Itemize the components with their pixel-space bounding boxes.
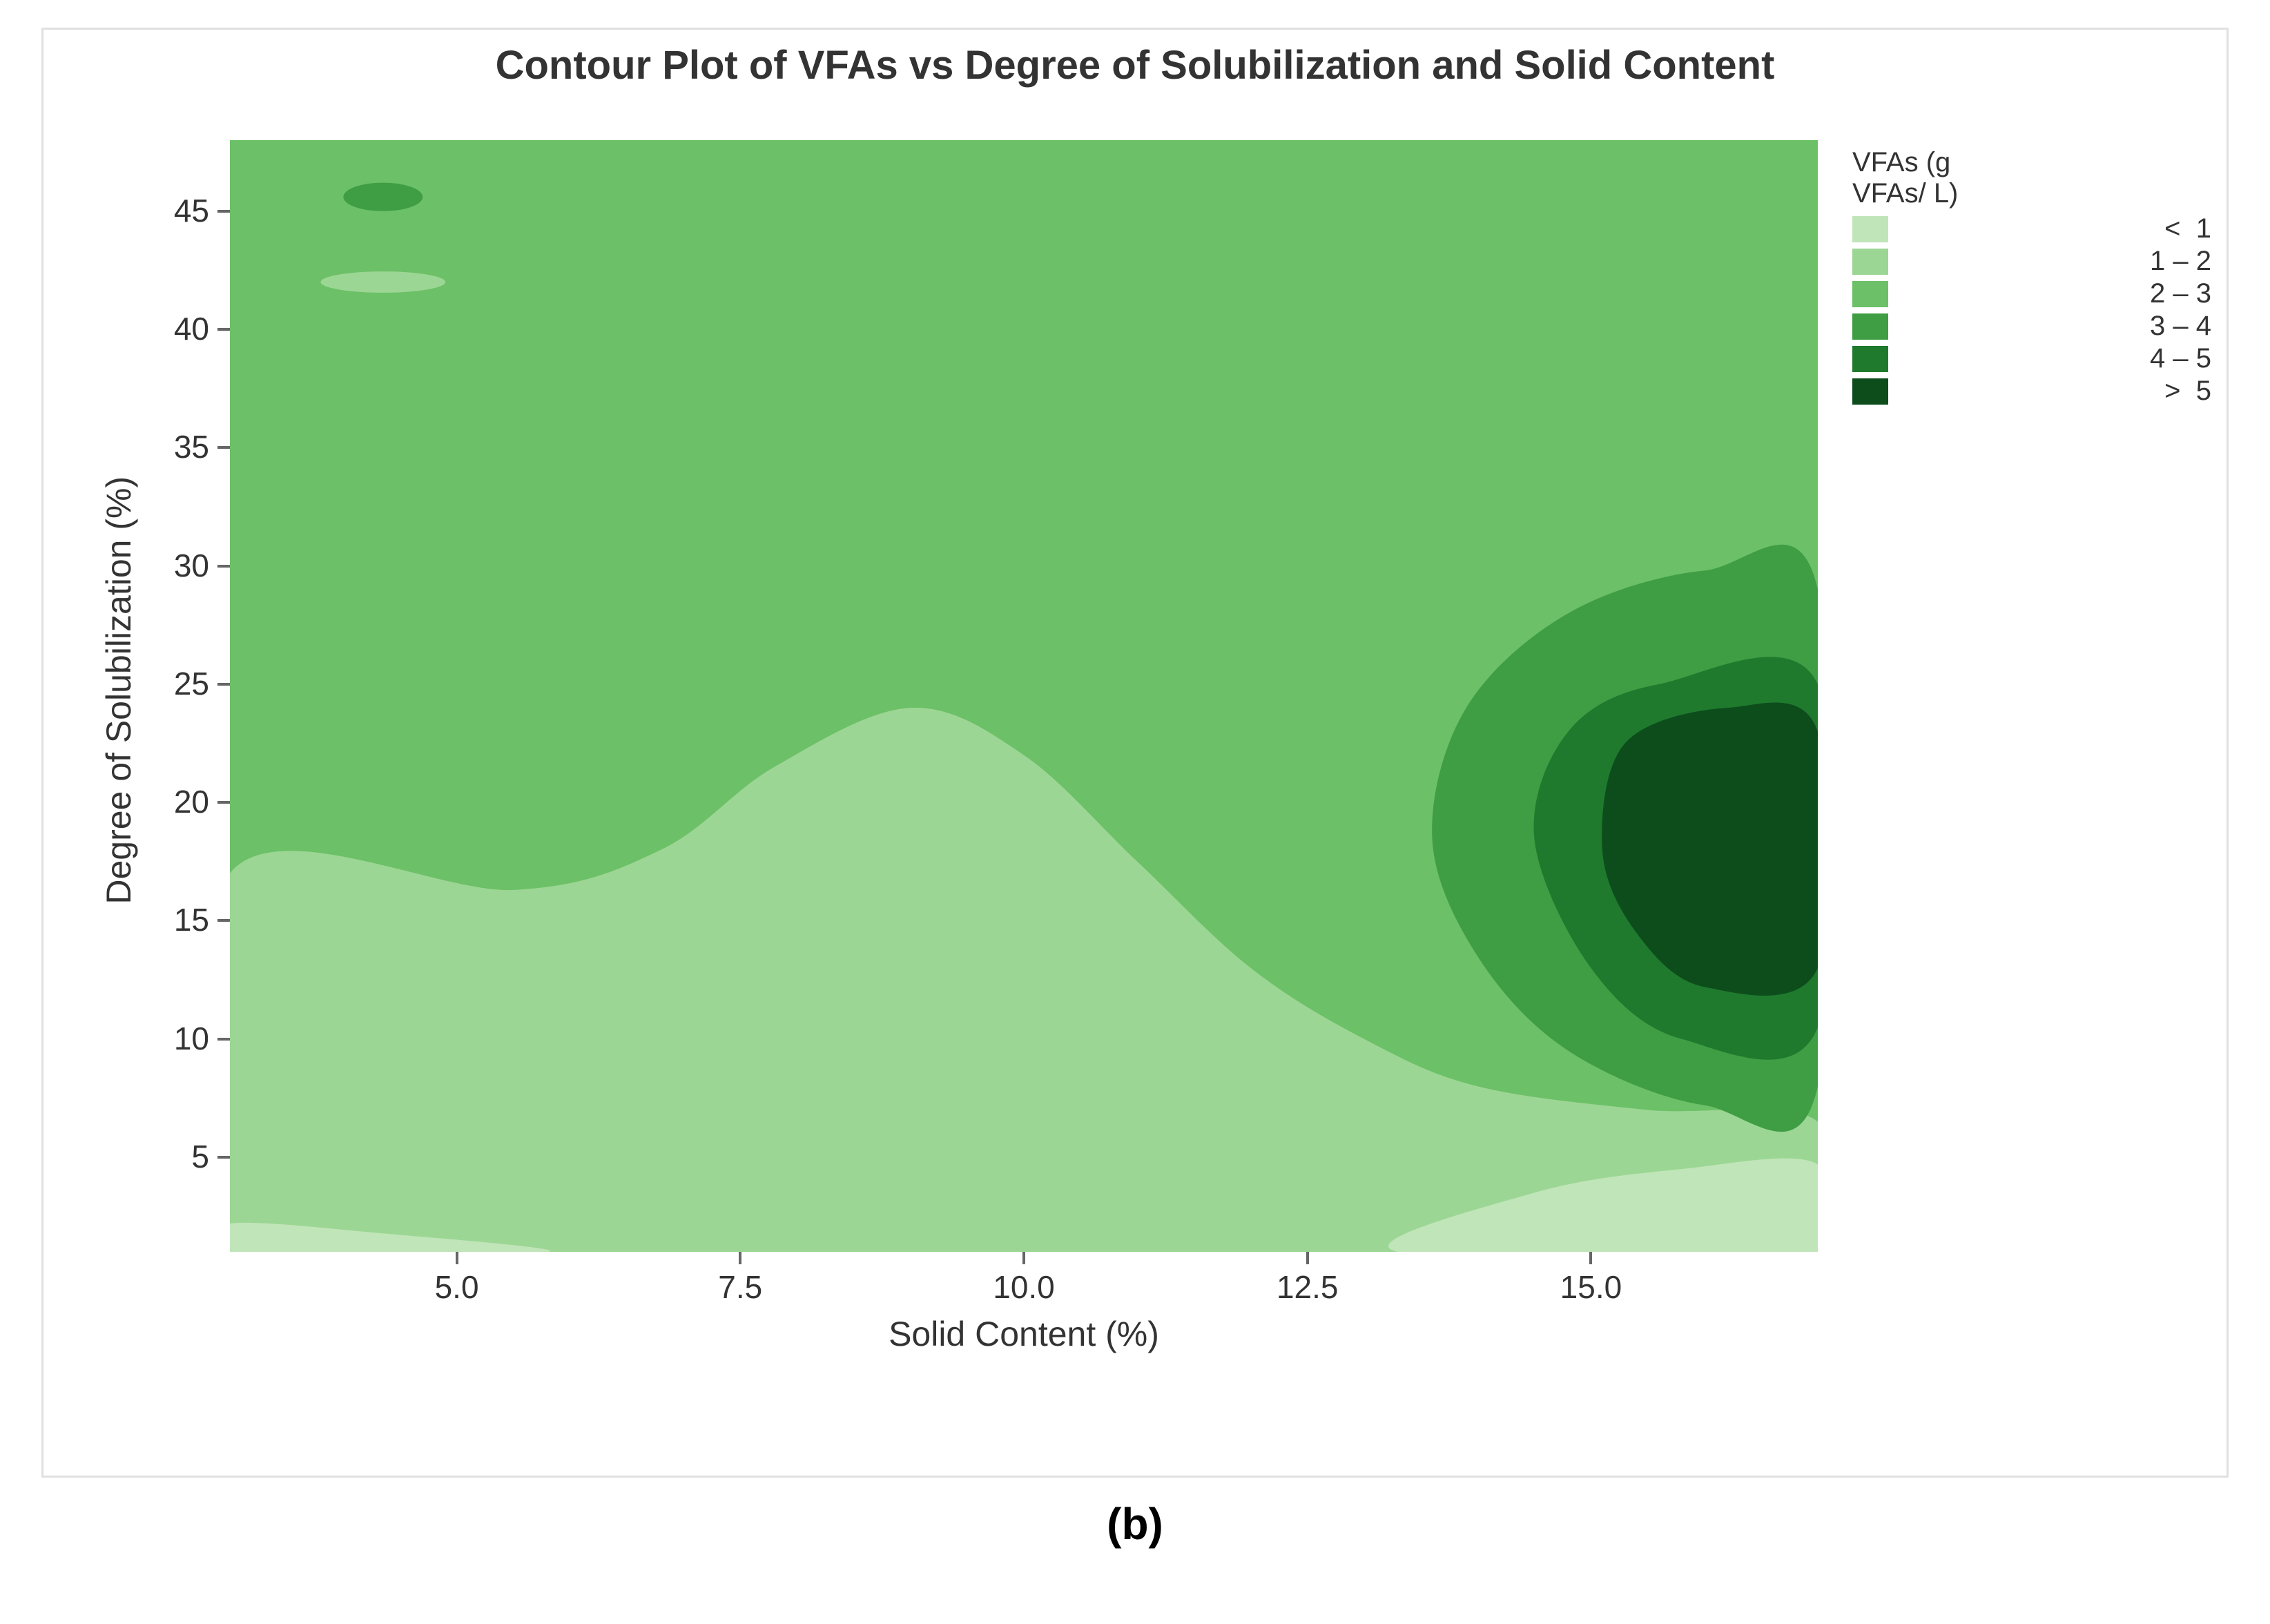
y-tick-label: 45 <box>147 192 209 229</box>
y-tick-label: 20 <box>147 783 209 820</box>
legend-label: 3 – 4 <box>1899 311 2211 342</box>
y-tick-label: 25 <box>147 665 209 702</box>
legend-items: < 11 – 22 – 33 – 44 – 5> 5 <box>1852 213 2211 407</box>
y-tick-mark <box>217 1156 230 1159</box>
legend-swatch <box>1852 249 1888 275</box>
figure-container: Contour Plot of VFAs vs Degree of Solubi… <box>0 0 2270 1624</box>
y-axis-label: Degree of Solubilization (%) <box>99 329 139 1052</box>
legend-swatch <box>1852 346 1888 372</box>
y-tick-mark <box>217 446 230 449</box>
legend-swatch <box>1852 216 1888 242</box>
x-tick-mark <box>739 1252 741 1264</box>
chart-frame: Contour Plot of VFAs vs Degree of Solubi… <box>41 28 2229 1478</box>
legend-swatch <box>1852 281 1888 307</box>
plot-area <box>230 140 1818 1252</box>
x-tick-label: 10.0 <box>986 1268 1062 1306</box>
legend-label: > 5 <box>1899 376 2211 407</box>
chart-title: Contour Plot of VFAs vs Degree of Solubi… <box>43 42 2227 88</box>
y-tick-mark <box>217 801 230 804</box>
y-tick-label: 40 <box>147 310 209 347</box>
y-tick-mark <box>217 683 230 686</box>
x-tick-mark <box>1022 1252 1025 1264</box>
y-tick-mark <box>217 328 230 331</box>
y-tick-mark <box>217 919 230 922</box>
y-tick-label: 35 <box>147 428 209 465</box>
legend-swatch <box>1852 378 1888 405</box>
legend-item: 2 – 3 <box>1852 278 2211 309</box>
x-tick-mark <box>1589 1252 1592 1264</box>
legend-item: 1 – 2 <box>1852 246 2211 277</box>
legend-item: < 1 <box>1852 213 2211 244</box>
y-tick-label: 10 <box>147 1020 209 1057</box>
contour-svg <box>230 140 1818 1252</box>
legend-title: VFAs (g VFAs/ L) <box>1852 147 2211 209</box>
y-tick-mark <box>217 1038 230 1041</box>
y-tick-label: 15 <box>147 901 209 938</box>
legend-swatch <box>1852 313 1888 340</box>
x-tick-mark <box>1306 1252 1309 1264</box>
x-axis-label: Solid Content (%) <box>230 1314 1818 1354</box>
x-tick-label: 7.5 <box>702 1268 778 1306</box>
legend-item: > 5 <box>1852 376 2211 407</box>
legend: VFAs (g VFAs/ L) < 11 – 22 – 33 – 44 – 5… <box>1852 147 2211 408</box>
sub-caption: (b) <box>0 1498 2270 1549</box>
legend-item: 4 – 5 <box>1852 343 2211 374</box>
x-tick-label: 12.5 <box>1270 1268 1346 1306</box>
x-tick-label: 15.0 <box>1553 1268 1629 1306</box>
x-tick-label: 5.0 <box>419 1268 495 1306</box>
x-tick-mark <box>456 1252 458 1264</box>
legend-label: 2 – 3 <box>1899 278 2211 309</box>
legend-label: < 1 <box>1899 213 2211 244</box>
legend-label: 1 – 2 <box>1899 246 2211 277</box>
y-tick-label: 30 <box>147 547 209 584</box>
legend-item: 3 – 4 <box>1852 311 2211 342</box>
y-tick-label: 5 <box>147 1138 209 1175</box>
y-tick-mark <box>217 210 230 213</box>
y-tick-mark <box>217 565 230 568</box>
legend-label: 4 – 5 <box>1899 343 2211 374</box>
